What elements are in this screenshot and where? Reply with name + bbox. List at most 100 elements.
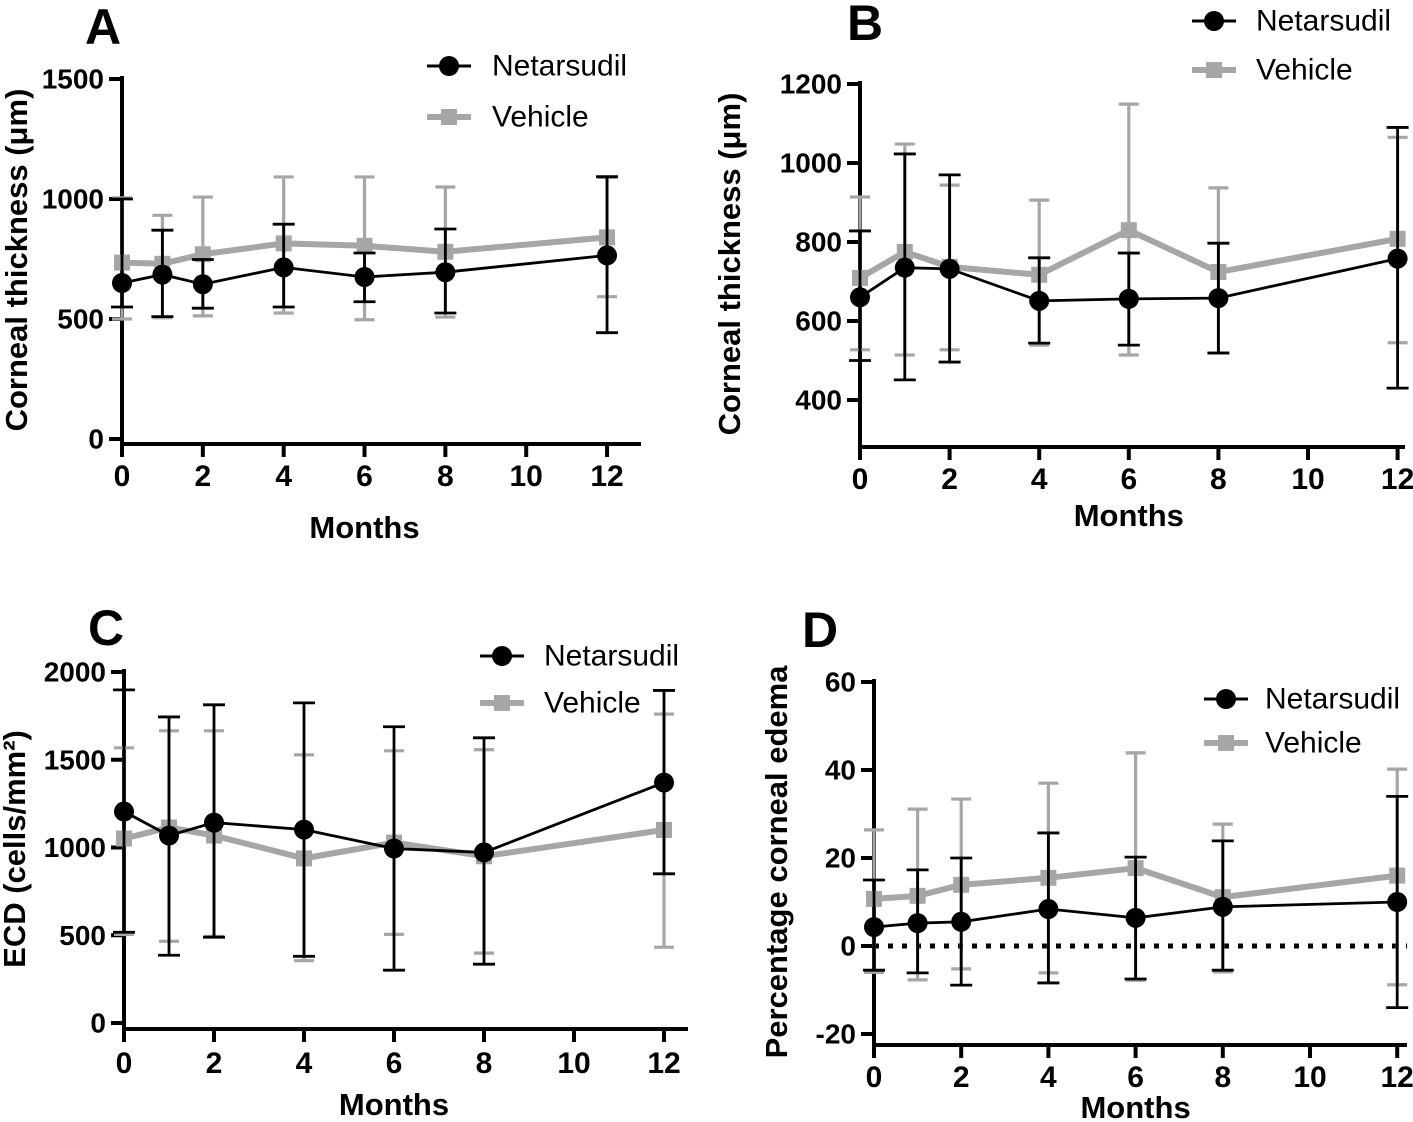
- circle-marker: [112, 273, 132, 293]
- legend-item-netarsudil: Netarsudil: [480, 640, 679, 673]
- x-tick-label: 0: [852, 463, 869, 496]
- circle-marker: [294, 819, 314, 840]
- x-axis-ticks: 0 2 4 6 8 10 12: [114, 444, 624, 493]
- legend-label: Vehicle: [544, 687, 641, 720]
- x-axis-title: Months: [1074, 498, 1184, 533]
- legend-circle-marker: [439, 56, 459, 76]
- legend-circle-marker: [492, 646, 512, 666]
- y-tick-label: 1000: [42, 184, 104, 215]
- legend-label: Vehicle: [1256, 54, 1353, 87]
- x-tick-label: 6: [356, 460, 373, 493]
- y-tick-label: 1500: [42, 64, 104, 95]
- x-axis-title: Months: [309, 510, 419, 545]
- legend: Netarsudil Vehicle: [1192, 5, 1391, 87]
- x-tick-label: 0: [114, 460, 131, 493]
- x-tick-label: 4: [1031, 463, 1048, 496]
- circle-marker: [354, 267, 375, 287]
- x-tick-label: 8: [437, 460, 454, 493]
- x-tick-label: 8: [1214, 1061, 1231, 1094]
- x-tick-label: 10: [510, 460, 543, 493]
- x-tick-label: 10: [1293, 1061, 1326, 1094]
- legend-square-marker: [1206, 62, 1222, 78]
- circle-marker: [192, 274, 213, 295]
- panel-B: 400 600 800 1000 1200 0 2 4 6 8 10 12 Months Corneal …: [712, 0, 1413, 533]
- x-tick-label: 12: [1381, 463, 1413, 496]
- x-tick-label: 6: [1127, 1061, 1144, 1094]
- legend-circle-marker: [1204, 11, 1224, 31]
- y-tick-label: -20: [816, 1019, 856, 1050]
- x-tick-label: 10: [557, 1047, 590, 1080]
- panel-D: -20 0 20 40 60 0 2 4 6 8 10 12 Months Percentage corn…: [759, 602, 1413, 1122]
- y-axis-ticks: -20 0 20 40 60: [816, 667, 874, 1050]
- x-axis-title: Months: [1080, 1090, 1190, 1122]
- y-axis-title: Percentage corneal edema: [759, 665, 794, 1059]
- legend-item-vehicle: Vehicle: [1192, 54, 1353, 87]
- x-tick-label: 12: [647, 1047, 680, 1080]
- circle-marker: [907, 913, 928, 934]
- panel-letter: B: [847, 0, 883, 51]
- x-tick-label: 4: [275, 460, 292, 493]
- legend: Netarsudil Vehicle: [1204, 683, 1400, 760]
- circle-marker: [273, 257, 294, 278]
- legend: Netarsudil Vehicle: [427, 50, 627, 134]
- legend-item-vehicle: Vehicle: [480, 687, 641, 720]
- x-tick-label: 2: [953, 1061, 970, 1094]
- legend-item-netarsudil: Netarsudil: [1204, 683, 1400, 716]
- circle-marker: [204, 812, 224, 833]
- x-axis-ticks: 0 2 4 6 8 10 12: [116, 1029, 681, 1080]
- y-tick-label: 800: [795, 227, 842, 258]
- series-netarsudil: [863, 794, 1409, 1010]
- legend-circle-marker: [1216, 689, 1236, 709]
- panel-letter: A: [85, 0, 121, 55]
- legend-item-netarsudil: Netarsudil: [1192, 5, 1391, 38]
- y-tick-label: 500: [57, 304, 104, 335]
- y-axis-title: Corneal thickness (μm): [0, 89, 34, 432]
- circle-marker: [114, 801, 134, 822]
- x-tick-label: 2: [194, 460, 211, 493]
- x-axis-ticks: 0 2 4 6 8 10 12: [852, 447, 1413, 496]
- circle-marker: [951, 911, 972, 932]
- x-tick-label: 4: [296, 1047, 313, 1080]
- square-marker: [1120, 222, 1137, 239]
- circle-marker: [939, 258, 960, 279]
- series-netarsudil: [111, 175, 619, 335]
- y-tick-label: 600: [795, 306, 842, 337]
- y-tick-label: 60: [825, 667, 856, 698]
- y-axis-ticks: 0 500 1000 1500 2000: [44, 657, 124, 1039]
- x-tick-label: 10: [1291, 463, 1324, 496]
- y-tick-label: 40: [825, 755, 856, 786]
- circle-marker: [1387, 248, 1408, 269]
- circle-marker: [1208, 288, 1229, 309]
- series-netarsudil: [113, 688, 675, 972]
- y-axis-ticks: 0 500 1000 1500: [42, 64, 122, 455]
- x-tick-label: 12: [1381, 1061, 1413, 1094]
- circle-marker: [597, 245, 618, 266]
- x-tick-label: 2: [206, 1047, 223, 1080]
- y-tick-label: 1200: [780, 69, 842, 100]
- legend-label: Netarsudil: [544, 640, 679, 673]
- x-tick-label: 0: [116, 1047, 133, 1080]
- y-tick-label: 1000: [780, 148, 842, 179]
- legend: Netarsudil Vehicle: [480, 640, 679, 720]
- legend-square-marker: [1218, 735, 1234, 751]
- y-tick-label: 500: [59, 920, 106, 951]
- y-axis-title: Corneal thickness (μm): [712, 93, 747, 436]
- y-axis-ticks: 400 600 800 1000 1200: [780, 69, 860, 416]
- legend-square-marker: [494, 695, 510, 711]
- square-marker: [356, 237, 373, 254]
- x-tick-label: 4: [1040, 1061, 1057, 1094]
- legend-square-marker: [441, 109, 457, 125]
- x-tick-label: 8: [476, 1047, 493, 1080]
- circle-marker: [654, 772, 674, 793]
- x-tick-label: 6: [1120, 463, 1137, 496]
- x-tick-label: 6: [386, 1047, 403, 1080]
- circle-marker: [1387, 892, 1408, 912]
- x-axis-ticks: 0 2 4 6 8 10 12: [866, 1045, 1413, 1094]
- x-tick-label: 0: [866, 1061, 883, 1094]
- panel-A: 0 500 1000 1500 0 2 4 6 8 10 12 Months Corneal thick…: [0, 0, 641, 545]
- y-tick-label: 2000: [44, 657, 106, 688]
- y-tick-label: 0: [840, 931, 856, 962]
- circle-marker: [1118, 288, 1139, 309]
- panel-letter: C: [88, 600, 124, 656]
